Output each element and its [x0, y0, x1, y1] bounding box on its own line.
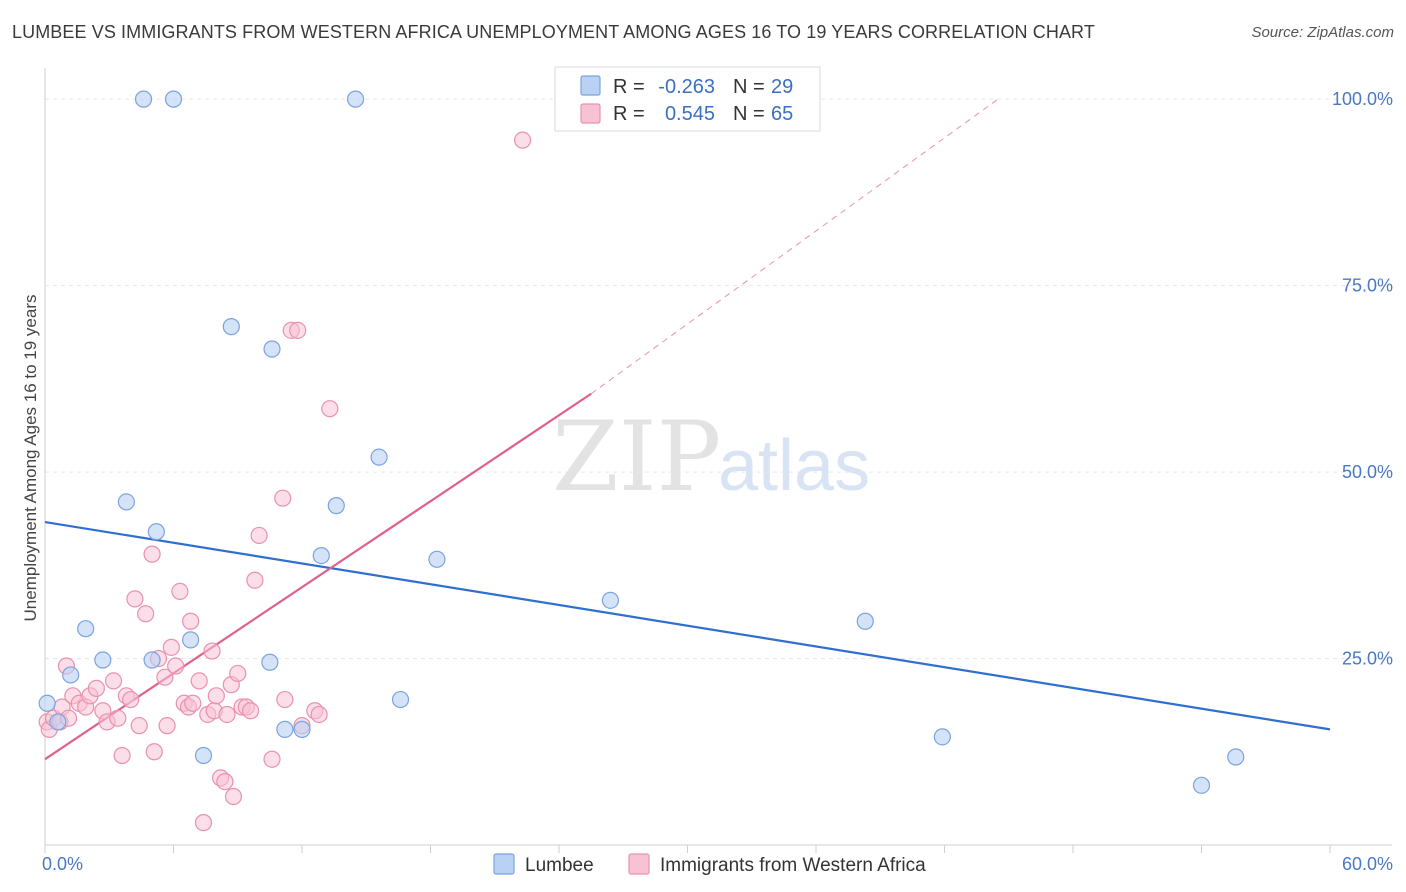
- point-lumbee-12: [222, 318, 240, 336]
- point-western-africa-15: [109, 709, 127, 727]
- point-western-africa-53: [276, 690, 294, 709]
- legend-swatch-western-africa: [580, 103, 601, 124]
- point-western-africa-14: [104, 672, 123, 690]
- point-western-africa-58: [310, 705, 328, 724]
- point-lumbee-26: [1192, 776, 1211, 794]
- point-western-africa-48: [242, 702, 260, 720]
- point-western-africa-28: [167, 657, 185, 675]
- legend-r-value-lumbee: -0.263: [658, 76, 715, 98]
- x-tick-label-1: 60.0%: [1342, 854, 1393, 874]
- series-legend-swatch-lumbee: [493, 853, 515, 875]
- point-western-africa-16: [113, 746, 131, 765]
- y-axis-label: Unemployment Among Ages 16 to 19 years: [21, 295, 40, 622]
- point-lumbee-5: [117, 493, 135, 511]
- point-lumbee-2: [62, 666, 80, 684]
- point-western-africa-55: [289, 321, 307, 339]
- point-lumbee-20: [370, 448, 388, 466]
- y-tick-label-1: 50.0%: [1342, 462, 1393, 482]
- y-tick-labels: 25.0% 50.0% 75.0% 100.0%: [1332, 89, 1393, 668]
- legend-n-label-western-africa: N =: [733, 103, 765, 125]
- legend-n-value-western-africa: 65: [771, 103, 793, 125]
- point-lumbee-16: [293, 720, 311, 738]
- point-western-africa-19: [126, 590, 144, 608]
- point-lumbee-18: [327, 497, 345, 515]
- legend-swatch-lumbee: [580, 75, 601, 96]
- point-western-africa-33: [184, 694, 202, 712]
- point-western-africa-21: [137, 605, 155, 623]
- point-lumbee-8: [147, 523, 165, 541]
- point-western-africa-45: [229, 664, 247, 683]
- point-lumbee-13: [261, 653, 279, 671]
- point-lumbee-14: [263, 340, 281, 358]
- x-tick-label-0: 0.0%: [42, 854, 83, 874]
- point-western-africa-39: [207, 687, 225, 705]
- point-lumbee-25: [933, 728, 951, 746]
- point-lumbee-21: [391, 690, 410, 709]
- point-lumbee-19: [346, 90, 365, 108]
- point-western-africa-11: [87, 679, 106, 697]
- point-western-africa-51: [263, 750, 281, 768]
- series-legend-swatch-western-africa: [628, 853, 650, 875]
- point-western-africa-50: [250, 526, 268, 545]
- stats-legend: R = -0.263 N = 29 R = 0.545 N = 65: [554, 66, 821, 132]
- point-western-africa-42: [218, 705, 236, 724]
- point-western-africa-23: [145, 743, 163, 761]
- point-western-africa-49: [246, 571, 264, 589]
- series-legend-label-western-africa: Immigrants from Western Africa: [660, 855, 926, 876]
- watermark-zip: ZIP: [552, 401, 721, 513]
- legend-n-label-lumbee: N =: [733, 76, 765, 98]
- point-western-africa-18: [122, 690, 140, 709]
- y-tick-label-2: 75.0%: [1342, 276, 1393, 296]
- data-points: [38, 90, 1245, 832]
- point-lumbee-9: [164, 90, 183, 108]
- legend-n-value-lumbee: 29: [771, 76, 793, 98]
- watermark: ZIP atlas: [552, 401, 870, 513]
- point-lumbee-15: [276, 720, 294, 738]
- point-lumbee-23: [601, 591, 620, 609]
- y-tick-label-3: 100.0%: [1332, 89, 1393, 109]
- series-legend-label-lumbee: Lumbee: [525, 855, 594, 876]
- point-lumbee-6: [134, 90, 153, 108]
- point-lumbee-11: [194, 746, 213, 765]
- source-label: Source: ZipAtlas.com: [1251, 24, 1394, 41]
- x-tick-labels: 0.0% 60.0%: [42, 854, 1393, 874]
- point-western-africa-37: [203, 642, 221, 660]
- legend-r-label-western-africa: R =: [613, 103, 645, 125]
- point-western-africa-34: [190, 672, 208, 690]
- point-western-africa-60: [513, 131, 532, 149]
- series-legend: Lumbee Immigrants from Western Africa: [493, 853, 926, 876]
- legend-r-label-lumbee: R =: [613, 76, 645, 98]
- chart-title: LUMBEE VS IMMIGRANTS FROM WESTERN AFRICA…: [12, 22, 1095, 42]
- watermark-atlas: atlas: [718, 426, 870, 506]
- point-lumbee-3: [77, 620, 95, 638]
- point-western-africa-41: [216, 773, 234, 791]
- point-western-africa-35: [194, 814, 213, 832]
- point-lumbee-27: [1227, 748, 1245, 766]
- point-lumbee-1: [49, 713, 67, 731]
- point-western-africa-59: [321, 400, 339, 418]
- y-tick-label-0: 25.0%: [1342, 649, 1393, 669]
- point-western-africa-20: [130, 717, 148, 735]
- point-lumbee-10: [182, 631, 200, 649]
- point-western-africa-52: [274, 489, 292, 507]
- point-lumbee-0: [38, 694, 56, 712]
- point-western-africa-29: [171, 582, 189, 601]
- point-lumbee-24: [856, 612, 874, 630]
- trend-line-lumbee: [44, 520, 1331, 731]
- point-lumbee-4: [94, 651, 112, 669]
- point-western-africa-32: [182, 612, 200, 630]
- legend-r-value-western-africa: 0.545: [665, 103, 715, 125]
- trend-line-western-africa-extension: [590, 98, 999, 395]
- point-lumbee-17: [312, 547, 330, 565]
- point-western-africa-27: [162, 638, 180, 656]
- point-western-africa-22: [143, 545, 161, 563]
- point-lumbee-7: [143, 651, 161, 669]
- point-western-africa-26: [158, 717, 176, 735]
- point-western-africa-25: [156, 668, 174, 686]
- grid-lines: [45, 98, 1392, 660]
- point-western-africa-44: [224, 787, 243, 806]
- point-lumbee-22: [428, 550, 446, 568]
